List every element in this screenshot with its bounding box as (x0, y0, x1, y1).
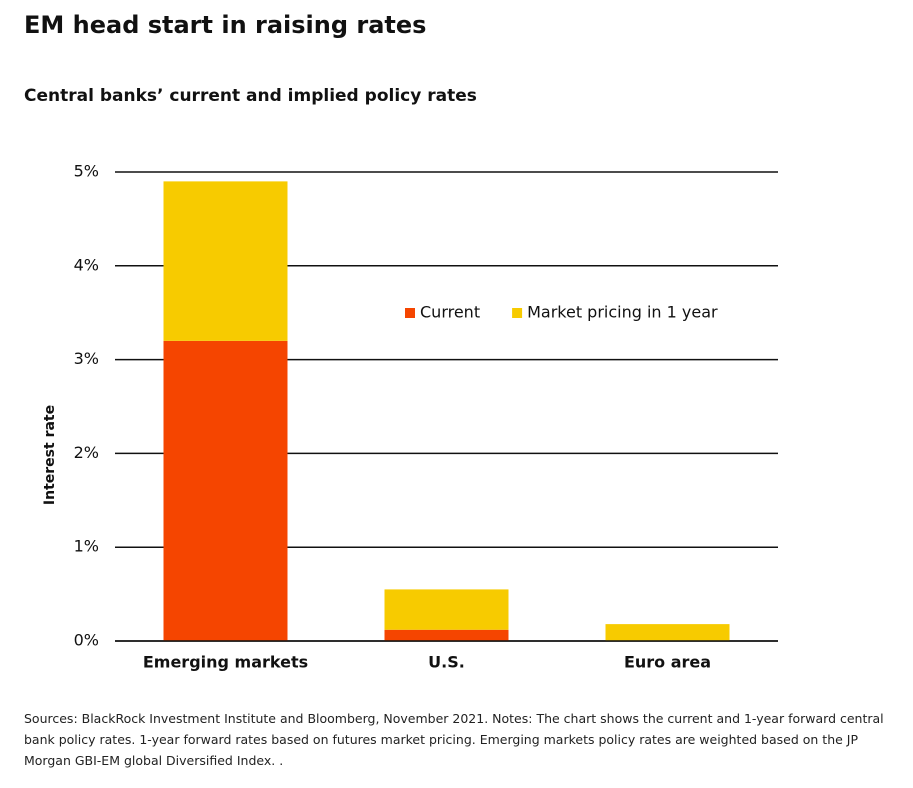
bar-segment (384, 629, 509, 641)
y-tick-label: 2% (74, 443, 99, 462)
y-tick-label: 3% (74, 349, 99, 368)
bar-segment (163, 340, 288, 641)
footnote: Sources: BlackRock Investment Institute … (24, 711, 884, 768)
y-axis-label: Interest rate (42, 405, 58, 505)
chart-title: EM head start in raising rates (24, 11, 426, 39)
legend-swatch (512, 308, 523, 318)
bar-segment (163, 181, 288, 341)
chart-subtitle: Central banks’ current and implied polic… (24, 86, 477, 106)
bar-segment (384, 589, 509, 630)
y-tick-label: 1% (74, 537, 99, 556)
legend-swatch (405, 308, 415, 318)
y-tick-label: 4% (74, 255, 99, 274)
x-tick-label: Emerging markets (143, 653, 308, 672)
legend-label: Current (420, 303, 480, 322)
y-tick-label: 0% (74, 631, 99, 650)
chart: EM head start in raising rates Central b… (24, 11, 778, 672)
legend-label: Market pricing in 1 year (527, 303, 718, 322)
x-tick-label: Euro area (624, 653, 711, 672)
bar-segment (605, 624, 730, 641)
x-tick-label: U.S. (428, 653, 465, 672)
y-tick-label: 5% (74, 162, 99, 181)
